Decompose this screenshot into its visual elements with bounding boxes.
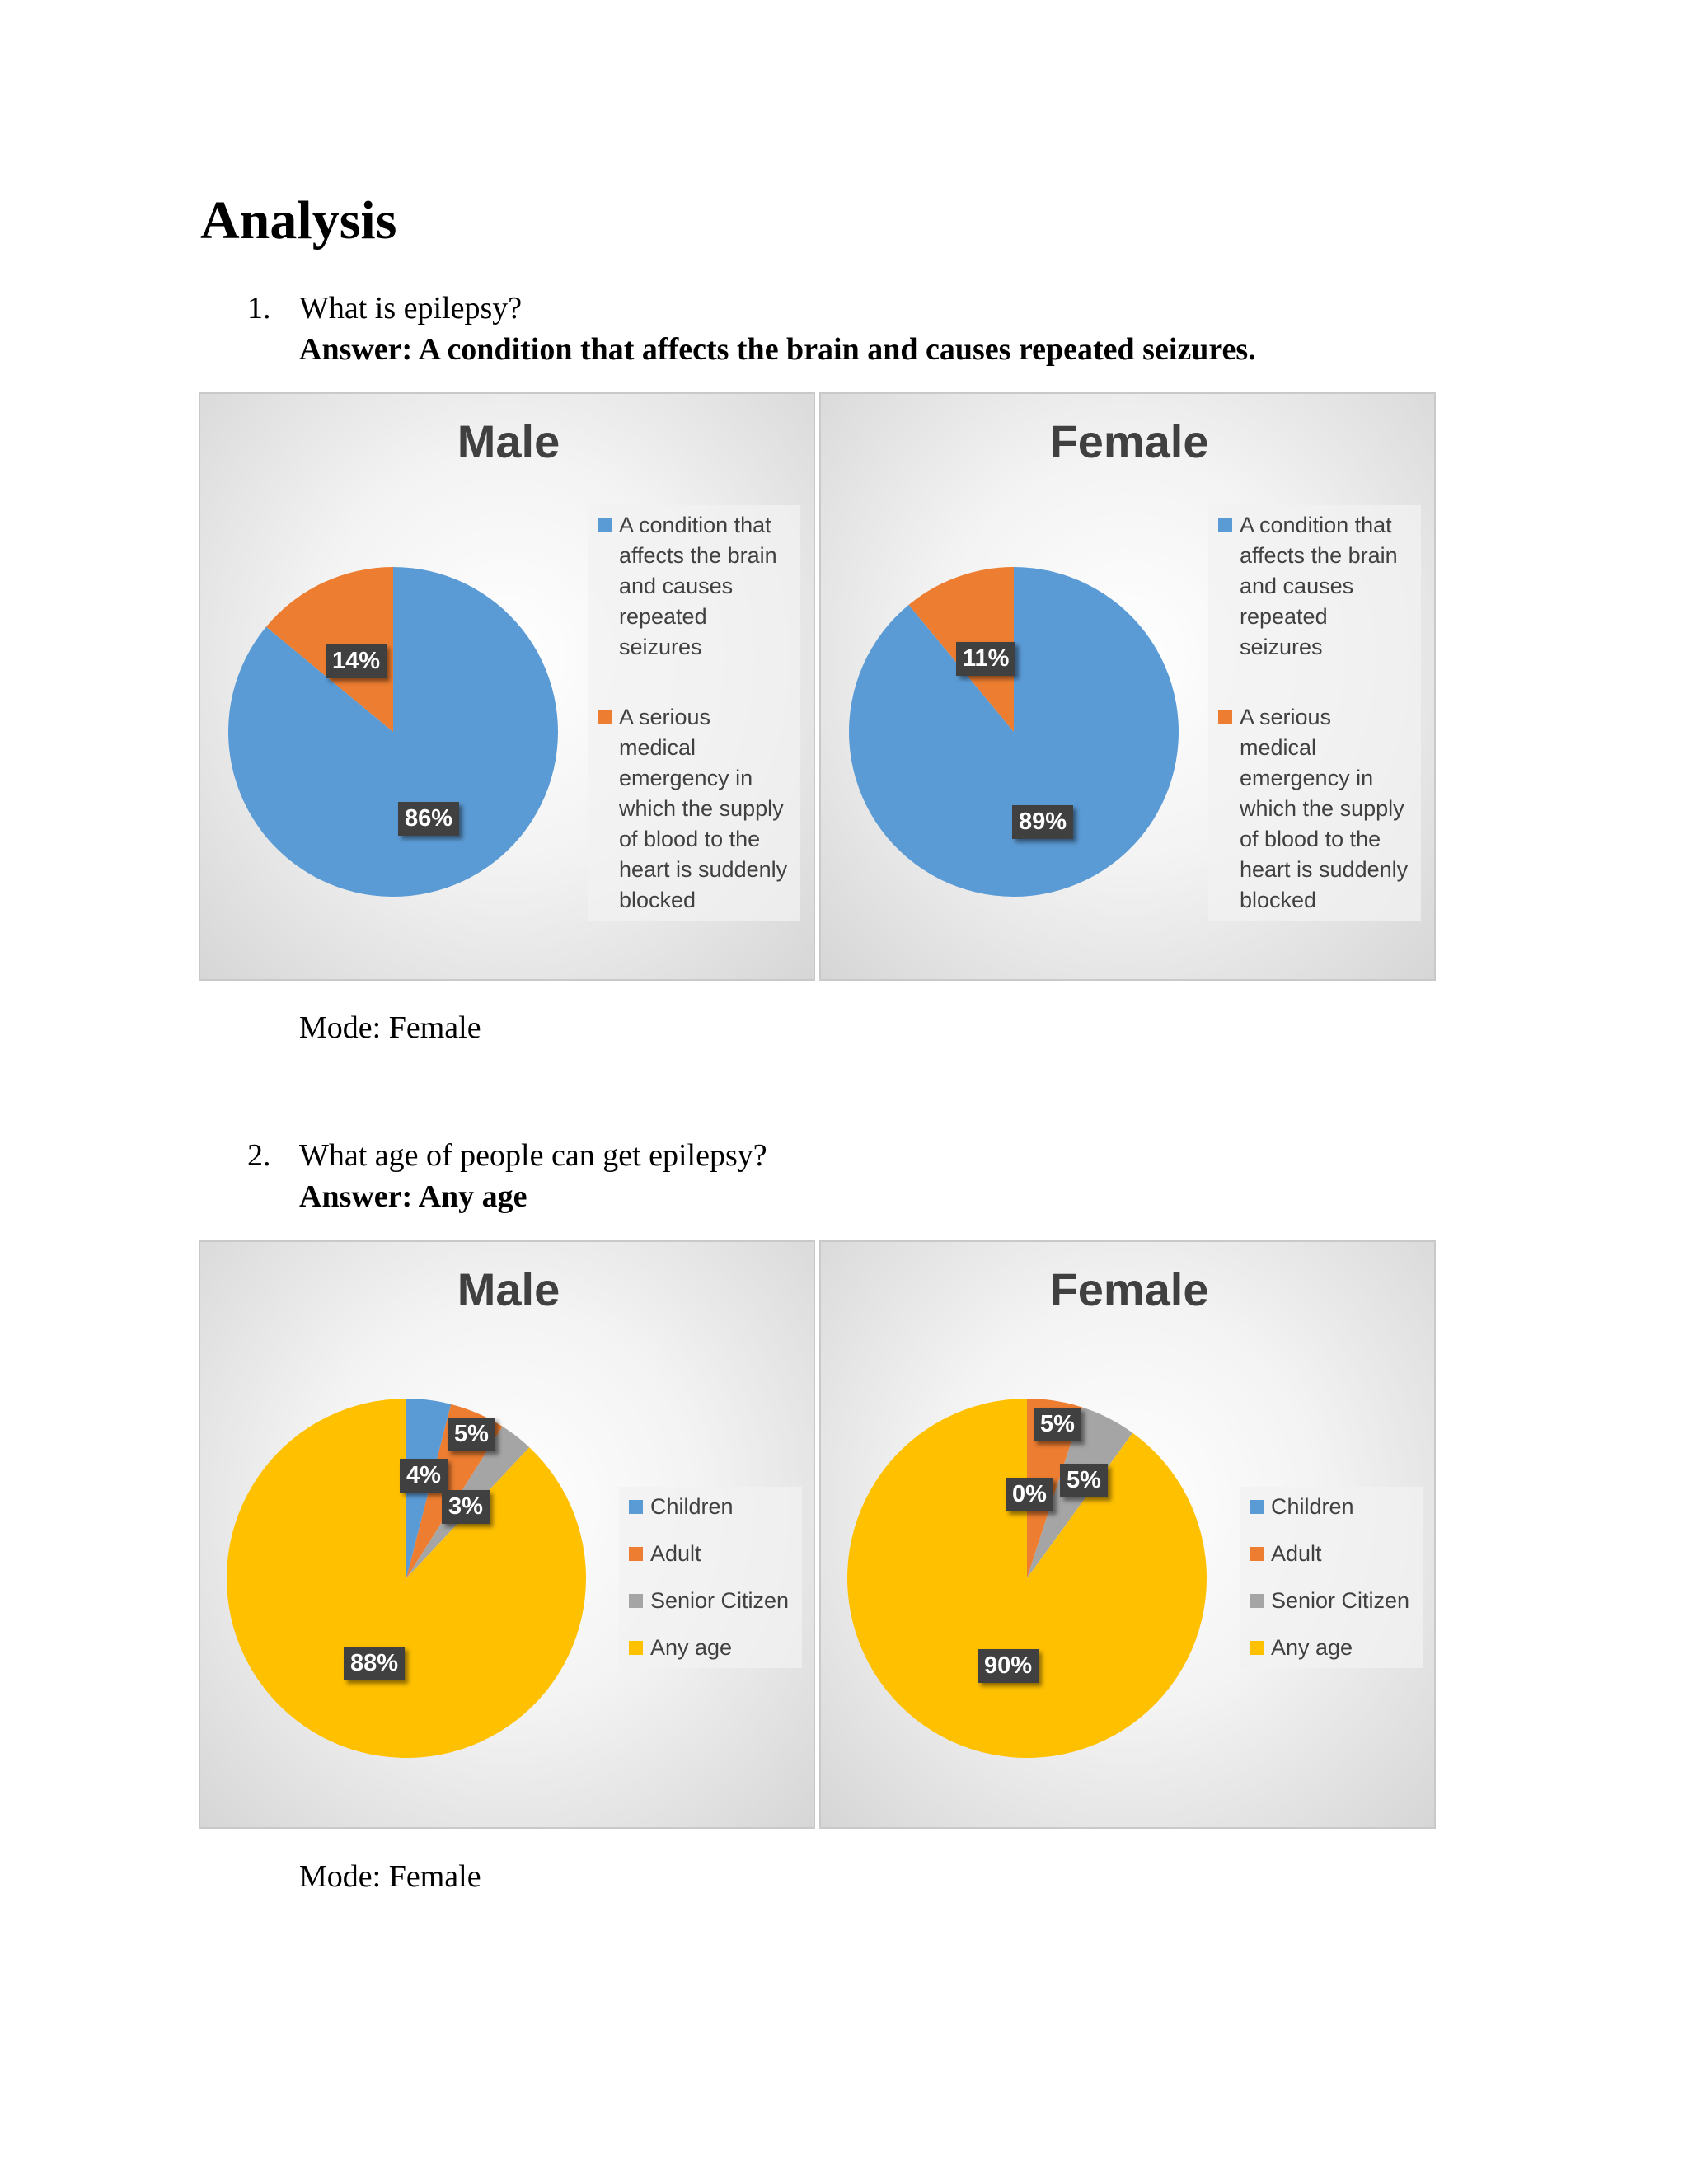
chart-title: Female	[1049, 415, 1209, 467]
question-1-mode: Mode: Female	[299, 1010, 481, 1045]
legend-label: Adult	[650, 1541, 701, 1566]
chart-legend: A condition that affects the brain and cau…	[1208, 505, 1421, 921]
question-1-number: 1.	[247, 291, 271, 326]
pie-slice	[1027, 1399, 1083, 1578]
legend-swatch	[1250, 1500, 1264, 1514]
question-2-number: 2.	[247, 1138, 271, 1173]
pie-chart	[847, 1399, 1207, 1758]
legend-item: A condition that affects the brain and cau…	[598, 510, 795, 663]
legend-item: Any age	[629, 1633, 797, 1663]
legend-swatch	[1250, 1594, 1264, 1608]
legend-item: A condition that affects the brain and cau…	[1218, 510, 1416, 663]
legend-label: Senior Citizen	[1271, 1588, 1410, 1613]
legend-label: Any age	[650, 1635, 733, 1660]
question-1-answer: Answer: A condition that affects the bra…	[299, 332, 1256, 367]
legend-swatch	[629, 1500, 643, 1514]
legend-item: Any age	[1250, 1633, 1418, 1663]
chart-legend: Children Adult Senior Citizen Any age	[1240, 1487, 1423, 1668]
legend-swatch	[1250, 1641, 1264, 1655]
question-2-text: What age of people can get epilepsy?	[299, 1138, 767, 1173]
data-label: 5%	[448, 1418, 495, 1451]
data-label: 86%	[398, 802, 460, 836]
data-label: 5%	[1060, 1464, 1108, 1497]
data-label: 89%	[1012, 805, 1074, 839]
data-label: 5%	[1034, 1408, 1081, 1441]
legend-item: Senior Citizen	[629, 1586, 797, 1616]
question-2-mode: Mode: Female	[299, 1859, 481, 1894]
chart-legend: A condition that affects the brain and cau…	[588, 505, 800, 921]
legend-label: Children	[650, 1494, 734, 1519]
chart-title: Female	[1049, 1263, 1209, 1315]
page-heading: Analysis	[200, 190, 397, 251]
data-label: 88%	[344, 1647, 406, 1680]
chart-legend: Children Adult Senior Citizen Any age	[619, 1487, 802, 1668]
chart-title: Male	[457, 415, 560, 467]
data-label: 11%	[956, 642, 1016, 676]
legend-swatch	[629, 1641, 643, 1655]
chart-q2-male: Male 4% 5% 3% 88% Children Adult Senior Citizen…	[199, 1240, 815, 1829]
data-label: 3%	[442, 1490, 490, 1524]
legend-swatch	[629, 1547, 643, 1561]
chart-q1-male: Male 86% 14% A condition that affects the br…	[199, 392, 815, 981]
legend-label: Children	[1271, 1494, 1354, 1519]
legend-label: Senior Citizen	[650, 1588, 790, 1613]
pie-slice	[847, 1399, 1207, 1758]
legend-item: Adult	[629, 1539, 797, 1569]
chart-q2-female: Female 0% 5% 5% 90% Children Adult Senior Citiz…	[819, 1240, 1436, 1829]
data-label: 90%	[978, 1649, 1039, 1683]
legend-swatch	[598, 518, 612, 532]
chart-title: Male	[457, 1263, 560, 1315]
data-label: 0%	[1006, 1478, 1053, 1511]
pie-slice	[227, 567, 558, 897]
legend-label: A condition that affects the brain and cau…	[1240, 513, 1398, 659]
legend-swatch	[1218, 710, 1232, 724]
legend-item: Senior Citizen	[1250, 1586, 1418, 1616]
legend-swatch	[629, 1594, 643, 1608]
question-1-text: What is epilepsy?	[299, 291, 523, 326]
chart-q1-female: Female 89% 11% A condition that affects the …	[819, 392, 1436, 981]
legend-label: A serious medical emergency in which the su…	[1240, 705, 1409, 912]
legend-label: A serious medical emergency in which the su…	[619, 705, 788, 912]
legend-swatch	[1250, 1547, 1264, 1561]
data-label: 4%	[400, 1459, 448, 1493]
legend-label: Any age	[1271, 1635, 1353, 1660]
legend-swatch	[598, 710, 612, 724]
legend-swatch	[1218, 518, 1232, 532]
legend-item: A serious medical emergency in which the su…	[598, 702, 795, 916]
legend-item: Children	[1250, 1492, 1418, 1522]
legend-label: Adult	[1271, 1541, 1322, 1566]
question-2-answer: Answer: Any age	[299, 1179, 528, 1214]
legend-label: A condition that affects the brain and cau…	[619, 513, 777, 659]
legend-item: A serious medical emergency in which the su…	[1218, 702, 1416, 916]
legend-item: Adult	[1250, 1539, 1418, 1569]
pie-slice	[226, 1399, 586, 1758]
legend-item: Children	[629, 1492, 797, 1522]
data-label: 14%	[326, 644, 387, 678]
